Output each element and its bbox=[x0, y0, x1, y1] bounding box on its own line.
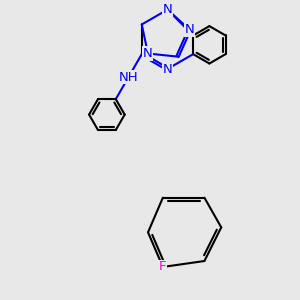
Text: N: N bbox=[163, 62, 172, 76]
Text: N: N bbox=[185, 23, 194, 36]
Text: NH: NH bbox=[118, 71, 138, 84]
Text: N: N bbox=[143, 47, 153, 60]
Text: NH: NH bbox=[119, 71, 138, 84]
Text: N: N bbox=[163, 3, 172, 16]
Text: F: F bbox=[159, 260, 166, 273]
